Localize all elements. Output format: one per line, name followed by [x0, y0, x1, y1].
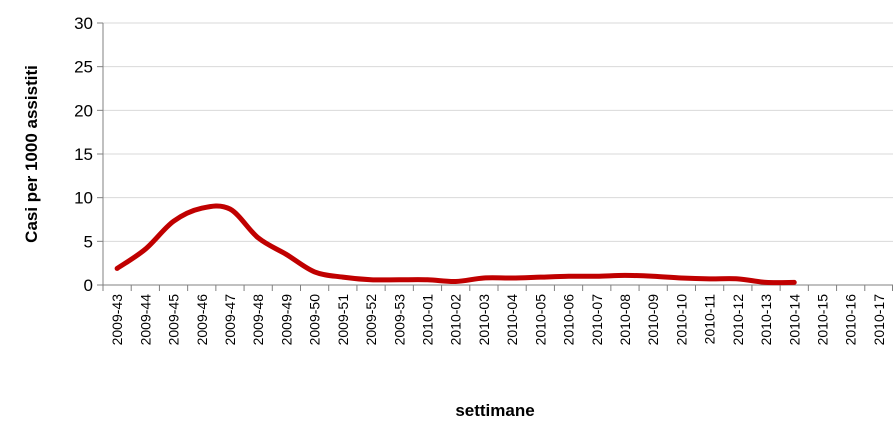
x-tick-label: 2010-09: [645, 294, 661, 346]
x-tick-label: 2010-03: [476, 294, 492, 346]
x-tick-label: 2009-44: [137, 294, 153, 346]
x-tick-label: 2009-52: [363, 294, 379, 346]
y-tick-labels: 0 5 10 15 20 25 30: [74, 14, 93, 295]
y-tick-label: 15: [74, 145, 93, 164]
x-tick-label: 2010-15: [814, 294, 830, 346]
x-tick-label: 2010-07: [589, 294, 605, 346]
x-tick-labels: 2009-43 2009-44 2009-45 2009-46 2009-47 2009-…: [109, 294, 887, 346]
x-tick-label: 2010-17: [871, 294, 887, 346]
y-tick-label: 5: [84, 232, 93, 251]
x-tick-label: 2010-13: [758, 294, 774, 346]
y-axis-title: Casi per 1000 assistiti: [22, 65, 41, 243]
x-tick-label: 2010-05: [532, 294, 548, 346]
x-tick-label: 2010-04: [504, 294, 520, 346]
x-tick-label: 2010-06: [561, 294, 577, 346]
x-tick-label: 2010-14: [786, 294, 802, 346]
y-tick-label: 25: [74, 58, 93, 77]
series-line: [114, 203, 797, 286]
x-tick-label: 2010-08: [617, 294, 633, 346]
y-tick-label: 30: [74, 14, 93, 33]
x-tick-label: 2009-50: [307, 294, 323, 346]
x-axis-title: settimane: [455, 401, 534, 420]
x-tick-label: 2009-47: [222, 294, 238, 346]
y-tick-label: 20: [74, 101, 93, 120]
x-tick-label: 2009-51: [335, 294, 351, 346]
x-tick-label: 2010-12: [730, 294, 746, 346]
x-tick-label: 2009-46: [194, 294, 210, 346]
x-tick-label: 2009-48: [250, 294, 266, 346]
x-tick-label: 2009-45: [166, 294, 182, 346]
x-tick-label: 2009-43: [109, 294, 125, 346]
x-tick-label: 2010-02: [448, 294, 464, 346]
x-tick-label: 2009-49: [278, 294, 294, 346]
x-tick-label: 2010-01: [419, 294, 435, 346]
gridlines: [103, 22, 893, 242]
series-group: [114, 203, 797, 286]
x-tick-label: 2010-16: [843, 294, 859, 346]
y-tick-label: 0: [84, 276, 93, 295]
x-tick-label: 2010-11: [702, 294, 718, 345]
axes: [97, 22, 893, 291]
y-tick-label: 10: [74, 189, 93, 208]
x-tick-label: 2010-10: [673, 294, 689, 346]
x-tick-label: 2009-53: [391, 294, 407, 346]
